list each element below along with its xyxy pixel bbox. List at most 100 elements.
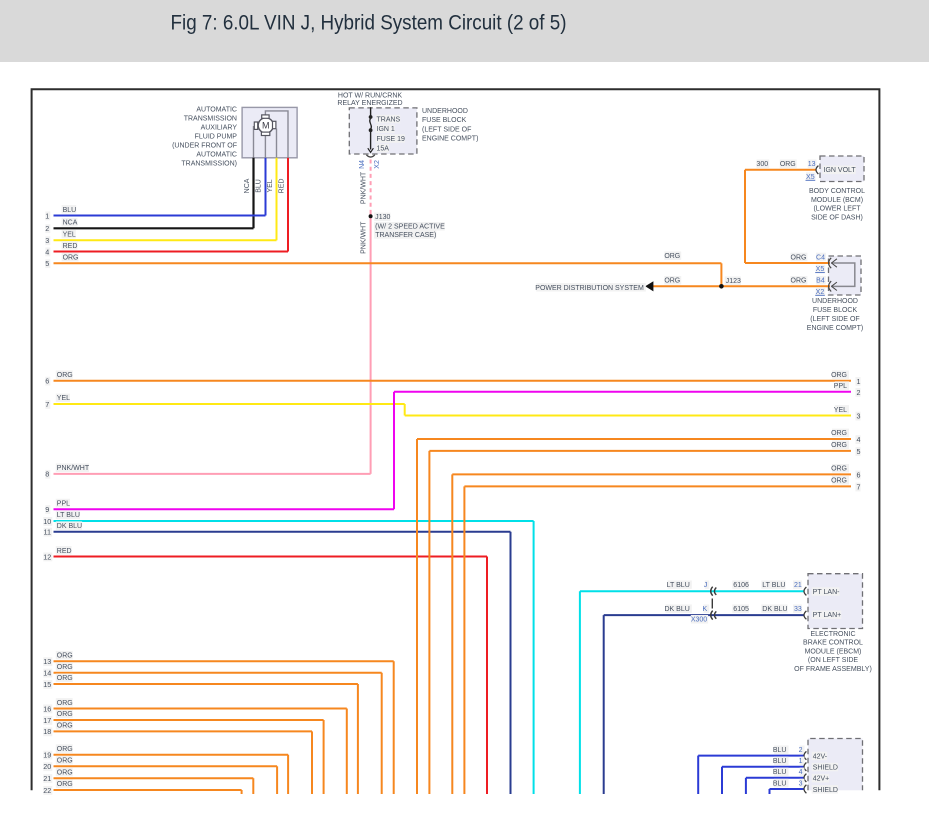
svg-text:YEL: YEL (267, 179, 274, 192)
svg-text:ORG: ORG (57, 664, 73, 671)
svg-text:K: K (703, 606, 708, 613)
svg-text:X5: X5 (806, 174, 815, 181)
svg-text:14: 14 (43, 669, 51, 678)
svg-text:ORG: ORG (780, 161, 796, 168)
svg-text:RED: RED (278, 179, 285, 194)
svg-text:3: 3 (857, 412, 861, 421)
svg-text:13: 13 (43, 657, 51, 666)
svg-text:Fig 7: 6.0L VIN J, Hybrid Syst: Fig 7: 6.0L VIN J, Hybrid System Circuit… (171, 12, 567, 35)
svg-text:M: M (262, 121, 270, 131)
svg-text:12: 12 (43, 552, 51, 561)
svg-text:6105: 6105 (733, 606, 749, 613)
svg-text:6: 6 (857, 470, 861, 479)
svg-text:PT LAN-: PT LAN- (813, 589, 840, 596)
svg-text:PNK/WHT: PNK/WHT (361, 221, 368, 254)
svg-text:1: 1 (857, 377, 861, 386)
svg-text:FLUID PUMP: FLUID PUMP (195, 133, 238, 140)
svg-text:6: 6 (45, 377, 49, 386)
svg-text:J130: J130 (375, 214, 390, 221)
svg-text:(W/ 2 SPEED ACTIVE: (W/ 2 SPEED ACTIVE (375, 224, 445, 231)
svg-text:BODY CONTROL: BODY CONTROL (809, 188, 865, 195)
svg-text:MODULE (BCM): MODULE (BCM) (811, 197, 863, 204)
svg-text:FUSE BLOCK: FUSE BLOCK (422, 117, 467, 124)
svg-text:3: 3 (799, 781, 803, 788)
svg-text:NCA: NCA (63, 220, 78, 227)
svg-text:ORG: ORG (57, 723, 73, 730)
svg-text:SHIELD: SHIELD (813, 765, 838, 772)
svg-text:FUSE BLOCK: FUSE BLOCK (813, 307, 858, 314)
svg-text:IGN VOLT: IGN VOLT (824, 167, 857, 174)
svg-text:300: 300 (756, 161, 768, 168)
svg-text:ORG: ORG (57, 675, 73, 682)
svg-text:ORG: ORG (57, 781, 73, 788)
svg-text:(LEFT SIDE OF: (LEFT SIDE OF (422, 126, 471, 133)
svg-text:SIDE OF DASH): SIDE OF DASH) (811, 214, 863, 221)
svg-text:PPL: PPL (834, 383, 847, 390)
svg-text:BLU: BLU (773, 781, 787, 788)
svg-text:SHIELD: SHIELD (813, 787, 838, 794)
svg-text:POWER DISTRIBUTION SYSTEM: POWER DISTRIBUTION SYSTEM (535, 285, 644, 292)
svg-text:HOT W/ RUN/CRNK: HOT W/ RUN/CRNK (338, 93, 403, 100)
svg-text:ELECTRONIC: ELECTRONIC (810, 631, 855, 638)
svg-text:YEL: YEL (57, 395, 70, 402)
svg-text:18: 18 (43, 727, 51, 736)
svg-text:10: 10 (43, 517, 51, 526)
svg-text:15: 15 (43, 680, 51, 689)
svg-text:20: 20 (43, 762, 51, 771)
svg-text:C4: C4 (816, 254, 825, 261)
svg-text:8: 8 (45, 470, 49, 479)
svg-text:4: 4 (799, 769, 803, 776)
svg-text:13: 13 (808, 161, 816, 168)
svg-text:PPL: PPL (57, 500, 70, 507)
svg-text:1: 1 (45, 211, 49, 220)
svg-text:DK BLU: DK BLU (665, 606, 690, 613)
svg-text:BRAKE CONTROL: BRAKE CONTROL (803, 640, 863, 647)
svg-text:AUXILIARY: AUXILIARY (201, 124, 238, 131)
svg-text:BLU: BLU (773, 758, 787, 765)
svg-text:ORG: ORG (57, 711, 73, 718)
svg-text:4: 4 (45, 247, 49, 256)
svg-text:(LOWER LEFT: (LOWER LEFT (813, 206, 861, 213)
svg-text:21: 21 (43, 774, 51, 783)
svg-text:ENGINE COMPT): ENGINE COMPT) (807, 325, 863, 332)
svg-text:LT BLU: LT BLU (762, 582, 785, 589)
svg-text:LT BLU: LT BLU (57, 512, 80, 519)
svg-text:ORG: ORG (831, 372, 847, 379)
svg-text:ORG: ORG (57, 770, 73, 777)
svg-text:42V-: 42V- (813, 753, 828, 760)
svg-text:RELAY ENERGIZED: RELAY ENERGIZED (337, 100, 402, 107)
svg-text:3: 3 (45, 236, 49, 245)
svg-text:42V+: 42V+ (813, 776, 830, 783)
svg-text:MODULE (EBCM): MODULE (EBCM) (805, 648, 862, 655)
svg-text:X5: X5 (816, 266, 825, 273)
svg-text:33: 33 (794, 606, 802, 613)
svg-text:ORG: ORG (791, 254, 807, 261)
svg-text:X2: X2 (816, 289, 825, 296)
svg-text:AUTOMATIC: AUTOMATIC (196, 107, 237, 114)
svg-text:9: 9 (45, 505, 49, 514)
svg-text:BLU: BLU (773, 769, 787, 776)
svg-text:17: 17 (43, 716, 51, 725)
svg-text:(UNDER FRONT OF: (UNDER FRONT OF (172, 142, 237, 149)
svg-text:FUSE 19: FUSE 19 (377, 136, 406, 143)
svg-text:RED: RED (57, 548, 72, 555)
svg-text:TRANSFER CASE): TRANSFER CASE) (375, 232, 436, 239)
svg-text:TRANSMISSION: TRANSMISSION (184, 116, 237, 123)
svg-text:BLU: BLU (773, 747, 787, 754)
svg-text:5: 5 (45, 259, 49, 268)
svg-text:PT LAN+: PT LAN+ (813, 612, 842, 619)
svg-text:2: 2 (857, 388, 861, 397)
svg-text:LT BLU: LT BLU (667, 582, 690, 589)
svg-text:PNK/WHT: PNK/WHT (361, 171, 368, 204)
svg-text:X2: X2 (374, 160, 381, 169)
svg-text:7: 7 (45, 400, 49, 409)
svg-text:UNDERHOOD: UNDERHOOD (422, 108, 468, 115)
svg-text:2: 2 (45, 224, 49, 233)
svg-text:15A: 15A (377, 146, 390, 153)
svg-text:NCA: NCA (244, 178, 251, 193)
svg-text:5: 5 (857, 447, 861, 456)
svg-text:DK BLU: DK BLU (762, 606, 787, 613)
svg-text:ORG: ORG (57, 700, 73, 707)
svg-text:PNK/WHT: PNK/WHT (57, 465, 90, 472)
svg-text:AUTOMATIC: AUTOMATIC (196, 151, 237, 158)
